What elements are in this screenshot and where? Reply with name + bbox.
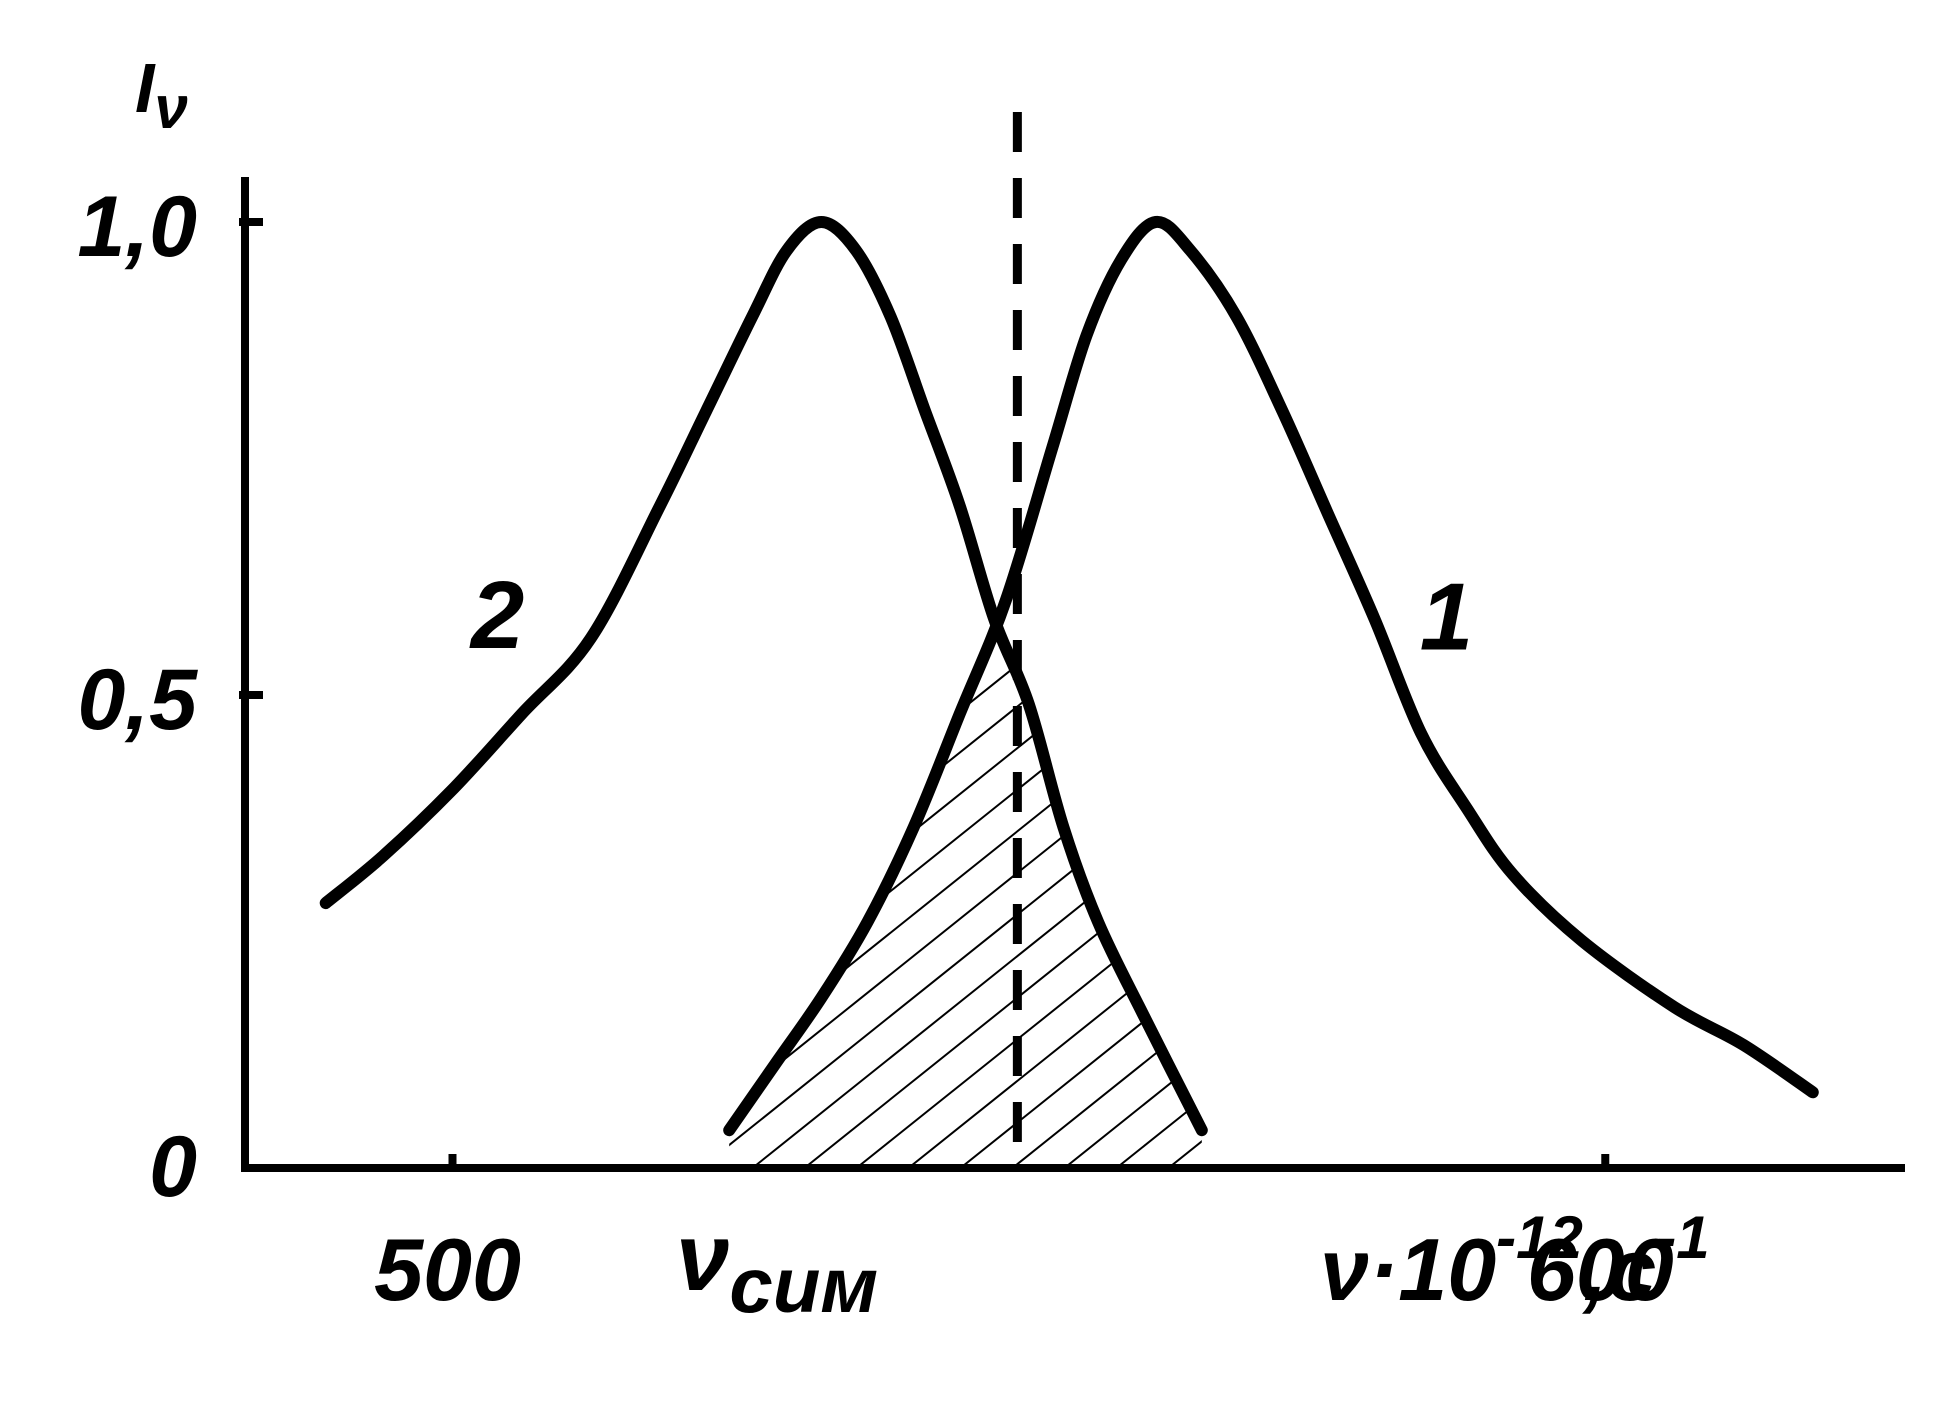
y-tick-label: 0,5 bbox=[77, 652, 198, 748]
series-2-line bbox=[319, 216, 1208, 1137]
hatch-line bbox=[1208, 618, 1908, 1178]
overlap-hatching bbox=[729, 617, 1944, 1178]
hatch-line bbox=[729, 617, 1202, 1168]
hatch-line bbox=[1416, 618, 1944, 1178]
hatch-line bbox=[1103, 617, 1202, 1168]
hatch-line bbox=[729, 617, 1202, 1168]
series-1-label: 1 bbox=[1420, 563, 1473, 670]
hatch-line bbox=[1364, 618, 1944, 1178]
x-axis-label: ν·10-12,с-1 bbox=[1320, 1204, 1710, 1319]
hatch-line bbox=[729, 617, 1025, 1168]
hatch-line bbox=[1260, 618, 1944, 1178]
hatch-line bbox=[895, 617, 1202, 1168]
axis-ticks bbox=[239, 218, 1610, 1168]
y-tick-label: 0 bbox=[149, 1119, 197, 1215]
series-curves bbox=[319, 215, 1819, 1137]
x-tick-label: 500 bbox=[374, 1220, 521, 1319]
hatch-line bbox=[999, 617, 1202, 1168]
hatch-line bbox=[1155, 617, 1202, 1168]
series-2-label: 2 bbox=[469, 562, 524, 669]
hatch-line bbox=[729, 617, 869, 1168]
x-tick-label: 600 bbox=[1527, 1220, 1674, 1319]
series-1-line bbox=[723, 215, 1819, 1137]
hatch-line bbox=[947, 617, 1202, 1168]
hatch-line bbox=[729, 617, 1181, 1168]
hatch-line bbox=[1051, 617, 1202, 1168]
symmetry-frequency-label: νсим bbox=[676, 1204, 878, 1329]
hatch-line bbox=[729, 617, 973, 1168]
hatch-line bbox=[843, 617, 1202, 1168]
hatch-line bbox=[791, 617, 1202, 1168]
hatch-line bbox=[729, 617, 817, 1168]
y-axis-label: Iν bbox=[135, 49, 188, 141]
y-tick-label: 1,0 bbox=[77, 179, 197, 275]
